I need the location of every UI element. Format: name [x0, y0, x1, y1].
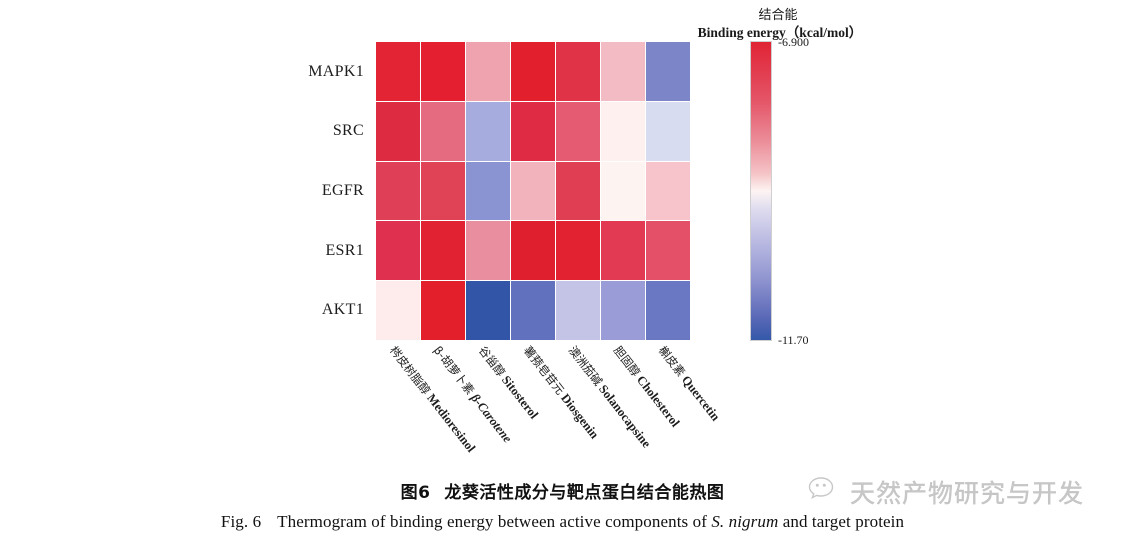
row-label-mapk1: MAPK1	[308, 62, 364, 80]
heatmap-cell	[421, 42, 465, 101]
row-label-axis: MAPK1 SRC EGFR ESR1 AKT1	[300, 42, 368, 340]
column-label-cn: 薯蓣皂苷元	[520, 343, 568, 398]
figure-caption-en-post: and target protein	[778, 512, 905, 531]
heatmap-cell	[466, 161, 510, 221]
heatmap-cell	[556, 221, 600, 281]
heatmap-cell	[601, 42, 645, 101]
watermark: 天然产物研究与开发	[808, 474, 1084, 510]
heatmap-cell	[511, 221, 555, 281]
column-label-medioresinol: 梣皮树脂醇 Medioresinol	[386, 343, 477, 455]
heatmap-cell	[511, 281, 555, 340]
colorbar-gradient-bar	[750, 41, 772, 341]
heatmap-cell	[466, 281, 510, 340]
colorbar-tick-max: -6.900	[778, 35, 809, 49]
column-label-solanocapsine: 澳洲茄碱 Solanocapsine	[565, 343, 654, 451]
heatmap-cell	[556, 42, 600, 101]
heatmap-cell	[466, 221, 510, 281]
colorbar-tick-min: -11.70	[778, 333, 809, 347]
heatmap-cell	[601, 281, 645, 340]
heatmap-cell	[646, 161, 690, 221]
heatmap-cell	[556, 101, 600, 161]
heatmap-grid	[376, 42, 690, 340]
heatmap-cell	[511, 101, 555, 161]
watermark-text: 天然产物研究与开发	[850, 479, 1085, 508]
heatmap-cell	[646, 221, 690, 281]
column-label-en: β-Carotene	[468, 391, 516, 446]
row-label-esr1: ESR1	[325, 241, 364, 259]
column-label-axis: 梣皮树脂醇 Medioresinol β-胡萝卜素 β-Carotene 谷甾醇 S…	[376, 343, 722, 459]
figure-caption-chinese: 图6 龙葵活性成分与靶点蛋白结合能热图	[0, 478, 1125, 503]
heatmap-cell	[556, 161, 600, 221]
heatmap-cell	[646, 42, 690, 101]
heatmap-cell	[421, 281, 465, 340]
column-label-en: Diosgenin	[558, 391, 602, 442]
column-label-cn: 槲皮素	[655, 343, 688, 380]
heatmap-cell	[466, 42, 510, 101]
column-label--carotene: β-胡萝卜素 β-Carotene	[431, 343, 516, 446]
heatmap-cell	[421, 161, 465, 221]
heatmap-cell	[511, 161, 555, 221]
column-label-en: Cholesterol	[633, 373, 683, 430]
figure-caption-en-pre: Thermogram of binding energy between act…	[277, 512, 712, 531]
heatmap-cell	[601, 161, 645, 221]
figure-number-cn: 图6	[400, 483, 431, 503]
column-label-cn: 谷甾醇	[476, 343, 509, 380]
column-label-en: Quercetin	[678, 373, 723, 424]
column-label-cn: β-胡萝卜素	[431, 343, 478, 398]
heatmap-cell	[646, 281, 690, 340]
heatmap-cell	[646, 101, 690, 161]
heatmap-cell	[421, 101, 465, 161]
column-label-cn: 梣皮树脂醇	[386, 343, 433, 398]
figure-caption-cn-text: 龙葵活性成分与靶点蛋白结合能热图	[444, 483, 725, 503]
heatmap-cell	[376, 281, 420, 340]
heatmap-cell	[376, 161, 420, 221]
row-label-akt1: AKT1	[321, 301, 364, 319]
heatmap-cell	[511, 42, 555, 101]
figure-heatmap: MAPK1 SRC EGFR ESR1 AKT1 梣皮树脂醇 Medioresi…	[300, 4, 918, 459]
row-label-egfr: EGFR	[321, 181, 364, 199]
heatmap-cell	[601, 101, 645, 161]
colorbar-title-en: Binding energy（kcal/mol）	[697, 25, 863, 40]
heatmap-cell	[376, 42, 420, 101]
heatmap-cell	[556, 281, 600, 340]
figure-caption-species: S. nigrum	[711, 512, 779, 531]
wechat-icon	[808, 475, 842, 510]
column-label-cn: 胆固醇	[610, 343, 643, 380]
figure-caption-english: Fig. 6 Thermogram of binding energy betwe…	[0, 512, 1125, 532]
figure-number-en: Fig. 6	[220, 512, 262, 531]
colorbar-legend: 结合能 Binding energy（kcal/mol） -6.900 -11.…	[688, 4, 918, 354]
heatmap-cell	[376, 221, 420, 281]
column-label-en: Sitosterol	[499, 373, 542, 422]
heatmap-cell	[601, 221, 645, 281]
heatmap-cell	[421, 221, 465, 281]
colorbar-title-cn: 结合能	[758, 8, 798, 23]
column-label-cn: 澳洲茄碱	[565, 343, 606, 389]
heatmap-cell	[466, 101, 510, 161]
heatmap-cell	[376, 101, 420, 161]
row-label-src: SRC	[332, 122, 364, 140]
